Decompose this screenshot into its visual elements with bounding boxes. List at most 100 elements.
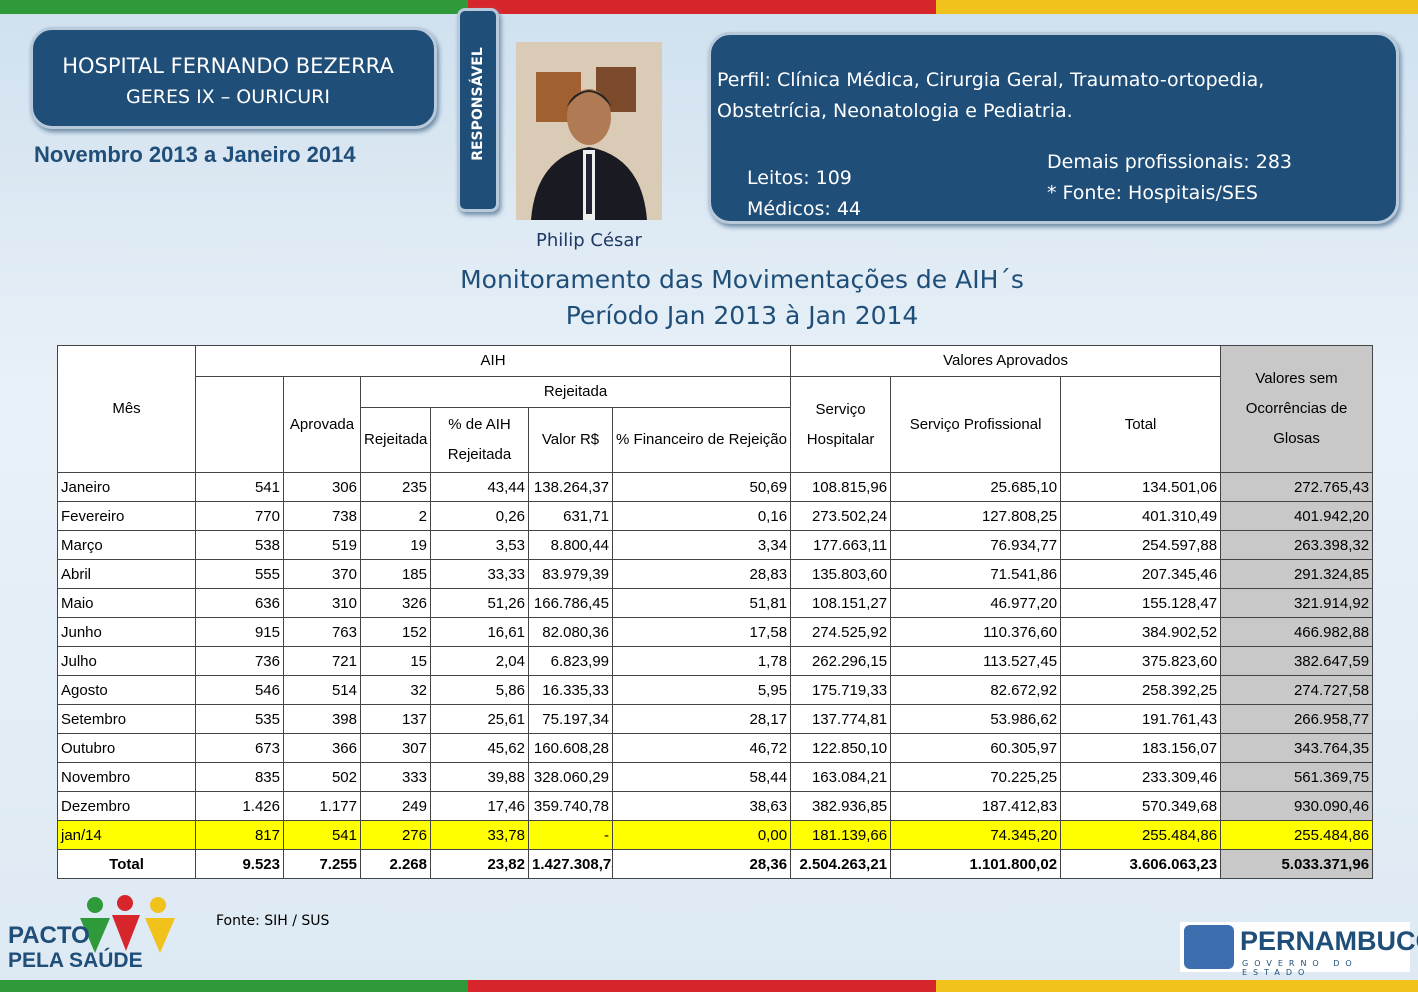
table-cell: Abril [57, 559, 196, 589]
table-cell: 8.800,44 [528, 530, 613, 560]
logo-text: PERNAMBUCO [1240, 926, 1418, 956]
table-cell: 514 [283, 675, 361, 705]
table-cell: 375.823,60 [1060, 646, 1222, 676]
table-cell: 5,86 [430, 675, 529, 705]
table-cell: jan/14 [57, 820, 196, 850]
table-cell: 33,78 [430, 820, 529, 850]
table-row: Agosto 546 514 32 5,86 16.335,33 5,95 175.719,3… [57, 675, 1374, 705]
header-cell: Aprovada [283, 376, 361, 473]
table-cell: Outubro [57, 733, 196, 763]
table-cell: 519 [283, 530, 361, 560]
logo-text: PACTO [8, 922, 90, 949]
table-cell: 17,46 [430, 791, 529, 821]
table-cell: Novembro [57, 762, 196, 792]
table-cell: 163.084,21 [790, 762, 892, 792]
table-cell: 254.597,88 [1060, 530, 1222, 560]
table-cell: 359.740,78 [528, 791, 613, 821]
table-cell: 233.309,46 [1060, 762, 1222, 792]
table-cell: 9.523 [195, 849, 284, 879]
table-cell: 2 [360, 501, 431, 531]
table-cell: Dezembro [57, 791, 196, 821]
table-cell: 43,44 [430, 472, 529, 502]
header-cell: % de AIH Rejeitada [430, 407, 529, 473]
table-cell: 2.504.263,21 [790, 849, 892, 879]
table-cell: 83.979,39 [528, 559, 613, 589]
table-cell: 137.774,81 [790, 704, 892, 734]
table-cell: 207.345,46 [1060, 559, 1222, 589]
table-cell: 258.392,25 [1060, 675, 1222, 705]
header-cell: Total [1060, 376, 1222, 473]
table-row: Abril 555 370 185 33,33 83.979,39 28,83 135.803… [57, 559, 1374, 589]
responsible-name: Philip César [536, 230, 642, 251]
table-cell: 45,62 [430, 733, 529, 763]
table-cell: 328.060,29 [528, 762, 613, 792]
table-cell: 770 [195, 501, 284, 531]
table-cell: 70.225,25 [890, 762, 1062, 792]
table-row: Setembro 535 398 137 25,61 75.197,34 28,17 137.… [57, 704, 1374, 734]
table-cell: 0,00 [611, 820, 792, 850]
table-cell: 166.786,45 [528, 588, 613, 618]
table-cell: 28,17 [611, 704, 792, 734]
table-cell: 28,83 [611, 559, 792, 589]
table-cell: 1.427.308,73 [528, 849, 613, 879]
table-cell: 276 [360, 820, 431, 850]
coat-of-arms [1184, 925, 1234, 969]
table-cell: 915 [195, 617, 284, 647]
table-cell: 138.264,37 [528, 472, 613, 502]
table-cell: 17,58 [611, 617, 792, 647]
table-cell: 53.986,62 [890, 704, 1062, 734]
table-cell: 321.914,92 [1220, 588, 1374, 618]
table-cell: 74.345,20 [890, 820, 1062, 850]
table-cell: 738 [283, 501, 361, 531]
table-cell: 291.324,85 [1220, 559, 1374, 589]
table-cell: 135.803,60 [790, 559, 892, 589]
table-cell: 333 [360, 762, 431, 792]
header-cell: Valor R$ [528, 407, 613, 473]
header-cell: Rejeitada [359, 376, 792, 408]
table-cell: 382.936,85 [790, 791, 892, 821]
table-cell: 636 [195, 588, 284, 618]
table-row: jan/14 817 541 276 33,78-0,00 181.139,66 74.34… [57, 820, 1374, 850]
table-cell: 3,53 [430, 530, 529, 560]
table-cell: Junho [57, 617, 196, 647]
table-cell: 16.335,33 [528, 675, 613, 705]
table-cell: Julho [57, 646, 196, 676]
profile-source: * Fonte: Hospitais/SES [1047, 182, 1258, 204]
table-cell: 555 [195, 559, 284, 589]
table-row: Julho 736 721 15 2,04 6.823,99 1,78 262.296,15 1… [57, 646, 1374, 676]
table-cell: 370 [283, 559, 361, 589]
photo [516, 42, 662, 220]
table-cell: 255.484,86 [1220, 820, 1374, 850]
region: GERES IX – OURICURI [126, 86, 330, 108]
table-cell: 58,44 [611, 762, 792, 792]
title: Monitoramento das Movimentações de AIH´s… [0, 262, 1418, 334]
table-cell: 401.942,20 [1220, 501, 1374, 531]
table-cell: 2,04 [430, 646, 529, 676]
table-cell: Setembro [57, 704, 196, 734]
table-cell: 82.672,92 [890, 675, 1062, 705]
header-cell: Rejeitada [360, 407, 431, 473]
table-cell: 398 [283, 704, 361, 734]
table-cell: 0,16 [611, 501, 792, 531]
table-row: Dezembro 1.426 1.177 249 17,46 359.740,78 38,6… [57, 791, 1374, 821]
table-cell: 541 [283, 820, 361, 850]
table-cell: 51,81 [611, 588, 792, 618]
table-row: Março 538 519 19 3,53 8.800,44 3,34 177.663,11 7… [57, 530, 1374, 560]
table-cell: 274.727,58 [1220, 675, 1374, 705]
table-cell: 76.934,77 [890, 530, 1062, 560]
responsible-box: RESPONSÁVEL [457, 8, 499, 212]
table-cell: 343.764,35 [1220, 733, 1374, 763]
table-cell: 235 [360, 472, 431, 502]
period: Novembro 2013 a Janeiro 2014 [34, 142, 356, 167]
title-line: Monitoramento das Movimentações de AIH´s [460, 265, 1024, 294]
table-cell: 817 [195, 820, 284, 850]
table-cell: 108.151,27 [790, 588, 892, 618]
table-cell: 23,82 [430, 849, 529, 879]
table-cell: 466.982,88 [1220, 617, 1374, 647]
table-cell: 160.608,28 [528, 733, 613, 763]
table-cell: 262.296,15 [790, 646, 892, 676]
table-cell: 401.310,49 [1060, 501, 1222, 531]
beds: Leitos: 109 [747, 167, 852, 189]
table-cell: 181.139,66 [790, 820, 892, 850]
table-cell: 187.412,83 [890, 791, 1062, 821]
